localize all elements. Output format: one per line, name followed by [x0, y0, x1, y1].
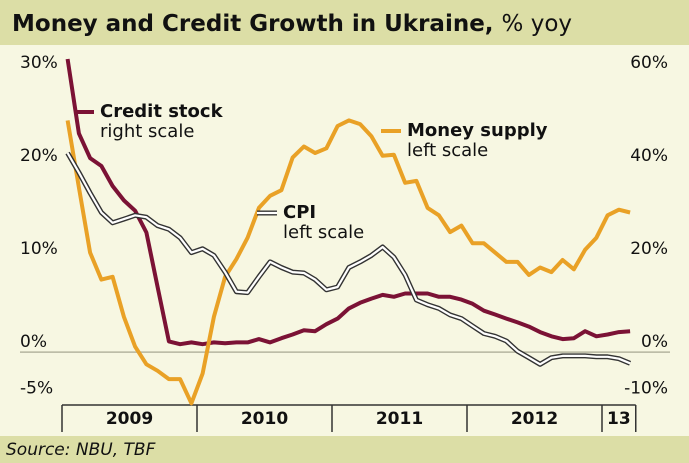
x-tick-label: 2012 [511, 409, 558, 429]
legend-name: CPI [283, 202, 316, 223]
series-line [65, 58, 631, 347]
y2-tick-label: 60% [630, 53, 668, 73]
y-tick-label: 30% [20, 53, 58, 73]
y2-tick-label: 20% [630, 239, 668, 259]
legend-scale: right scale [100, 121, 194, 142]
y2-tick-label: 40% [630, 146, 668, 166]
title-unit: % yoy [502, 11, 572, 37]
series-line [66, 152, 631, 366]
legend-scale: left scale [407, 140, 488, 161]
y-tick-label: 20% [20, 146, 58, 166]
source-bar [0, 436, 689, 463]
x-tick-label: 2010 [241, 409, 288, 429]
legend-name: Money supply [407, 120, 548, 141]
source: Source: NBU, TBF [6, 440, 156, 460]
y-tick-label: -5% [20, 379, 53, 399]
x-tick-label: 2011 [376, 409, 423, 429]
y-tick-label: 0% [20, 332, 47, 352]
y-tick-label: 10% [20, 239, 58, 259]
x-tick-label: 13 [607, 409, 631, 429]
title-bar [0, 0, 689, 45]
legend-scale: left scale [283, 222, 364, 243]
x-tick-label: 2009 [106, 409, 153, 429]
legend-name: Credit stock [100, 101, 224, 122]
series-line [65, 118, 631, 406]
chart-title: Money and Credit Growth in Ukraine, % yoy [12, 11, 572, 37]
title-main: Money and Credit Growth in Ukraine, [12, 11, 494, 37]
y2-tick-label: 0% [641, 332, 668, 352]
y2-tick-label: -10% [624, 379, 668, 399]
